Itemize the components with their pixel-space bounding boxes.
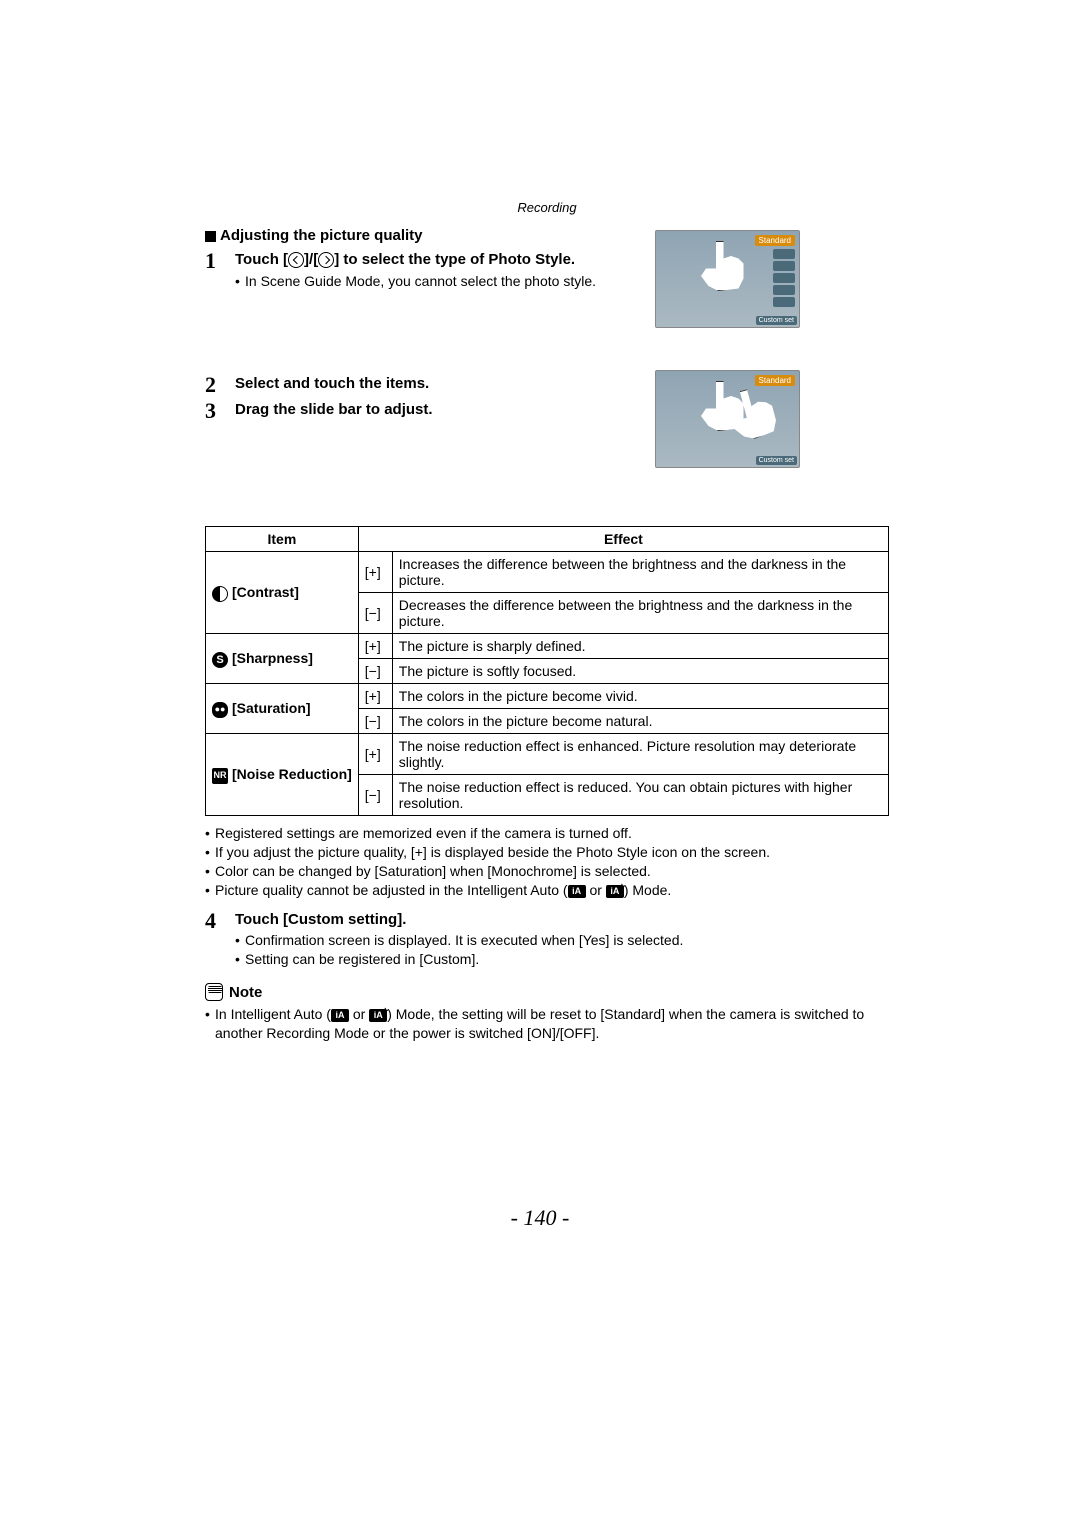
page-number: - 140 - bbox=[0, 1205, 1080, 1231]
nr-icon bbox=[212, 768, 228, 784]
saturation-icon bbox=[212, 702, 228, 718]
custom-set-label: Custom set bbox=[756, 456, 797, 465]
sign-plus: [+] bbox=[358, 684, 392, 709]
step4-sub1: Confirmation screen is displayed. It is … bbox=[235, 931, 889, 950]
ia-icon: iA bbox=[568, 885, 586, 898]
ia-plus-icon: iA bbox=[369, 1009, 387, 1022]
col-effect: Effect bbox=[358, 527, 888, 552]
nr-label: [Noise Reduction] bbox=[232, 766, 352, 782]
sign-minus: [−] bbox=[358, 659, 392, 684]
b4-post: ) Mode. bbox=[624, 882, 671, 898]
saturation-label: [Saturation] bbox=[232, 700, 311, 716]
ia-plus-icon: iA bbox=[606, 885, 624, 898]
step1-text-prefix: Touch [ bbox=[235, 251, 288, 268]
contrast-icon bbox=[212, 586, 228, 602]
row-sharpness: [Sharpness] bbox=[206, 634, 359, 684]
step-number: 2 bbox=[205, 374, 235, 396]
note-body: In Intelligent Auto (iA or iA) Mode, the… bbox=[205, 1005, 889, 1043]
note-registered: Registered settings are memorized even i… bbox=[205, 824, 889, 843]
manual-page: Recording Adjusting the picture quality … bbox=[205, 200, 889, 1043]
sign-minus: [−] bbox=[358, 709, 392, 734]
nr-plus-effect: The noise reduction effect is enhanced. … bbox=[392, 734, 888, 775]
sign-plus: [+] bbox=[358, 634, 392, 659]
note-monochrome: Color can be changed by [Saturation] whe… bbox=[205, 862, 889, 881]
sign-plus: [+] bbox=[358, 552, 392, 593]
note-adjust-icon: If you adjust the picture quality, [+] i… bbox=[205, 843, 889, 862]
step-number: 1 bbox=[205, 250, 235, 272]
note-pre: In Intelligent Auto ( bbox=[215, 1006, 331, 1022]
chevron-left-icon bbox=[288, 252, 304, 268]
step-number: 3 bbox=[205, 400, 235, 422]
custom-set-label: Custom set bbox=[756, 316, 797, 325]
note-heading: Note bbox=[205, 983, 889, 1001]
row-noise-reduction: [Noise Reduction] bbox=[206, 734, 359, 816]
saturation-minus-effect: The colors in the picture become natural… bbox=[392, 709, 888, 734]
mode-stack-icon bbox=[773, 249, 795, 307]
sharpness-label: [Sharpness] bbox=[232, 650, 313, 666]
step1-text-mid: ]/[ bbox=[304, 251, 318, 268]
contrast-plus-effect: Increases the difference between the bri… bbox=[392, 552, 888, 593]
subsection-title-text: Adjusting the picture quality bbox=[220, 227, 423, 244]
col-item: Item bbox=[206, 527, 359, 552]
contrast-label: [Contrast] bbox=[232, 584, 299, 600]
badge-standard: Standard bbox=[755, 235, 795, 246]
step4-text: Touch [Custom setting]. bbox=[235, 911, 406, 928]
section-header: Recording bbox=[205, 200, 889, 215]
note-intelligent-auto: Picture quality cannot be adjusted in th… bbox=[205, 881, 889, 900]
step-4: 4 Touch [Custom setting]. Confirmation s… bbox=[205, 910, 889, 969]
sign-minus: [−] bbox=[358, 775, 392, 816]
demo-screenshot-1: Standard Custom set bbox=[655, 230, 800, 328]
hand-icon bbox=[696, 241, 746, 291]
effects-table: Item Effect [Contrast] [+] Increases the… bbox=[205, 526, 889, 816]
step4-sub2: Setting can be registered in [Custom]. bbox=[235, 950, 889, 969]
note-text: In Intelligent Auto (iA or iA) Mode, the… bbox=[205, 1005, 889, 1043]
sharpness-icon bbox=[212, 652, 228, 668]
step1-text-suffix: ] to select the type of Photo Style. bbox=[334, 251, 575, 268]
row-saturation: [Saturation] bbox=[206, 684, 359, 734]
row-contrast: [Contrast] bbox=[206, 552, 359, 634]
badge-standard: Standard bbox=[755, 375, 795, 386]
square-bullet-icon bbox=[205, 231, 216, 242]
note-icon bbox=[205, 983, 223, 1001]
contrast-minus-effect: Decreases the difference between the bri… bbox=[392, 593, 888, 634]
chevron-right-icon bbox=[318, 252, 334, 268]
sharpness-plus-effect: The picture is sharply defined. bbox=[392, 634, 888, 659]
sign-plus: [+] bbox=[358, 734, 392, 775]
step-number: 4 bbox=[205, 910, 235, 932]
note-mid: or bbox=[349, 1006, 369, 1022]
b4-mid: or bbox=[586, 882, 606, 898]
note-label: Note bbox=[229, 984, 262, 1001]
sign-minus: [−] bbox=[358, 593, 392, 634]
ia-icon: iA bbox=[331, 1009, 349, 1022]
sharpness-minus-effect: The picture is softly focused. bbox=[392, 659, 888, 684]
saturation-plus-effect: The colors in the picture become vivid. bbox=[392, 684, 888, 709]
step3-text: Drag the slide bar to adjust. bbox=[235, 401, 433, 418]
demo-screenshot-2: Standard Custom set bbox=[655, 370, 800, 468]
step2-text: Select and touch the items. bbox=[235, 375, 429, 392]
nr-minus-effect: The noise reduction effect is reduced. Y… bbox=[392, 775, 888, 816]
after-table-notes: Registered settings are memorized even i… bbox=[205, 824, 889, 900]
b4-pre: Picture quality cannot be adjusted in th… bbox=[215, 882, 568, 898]
